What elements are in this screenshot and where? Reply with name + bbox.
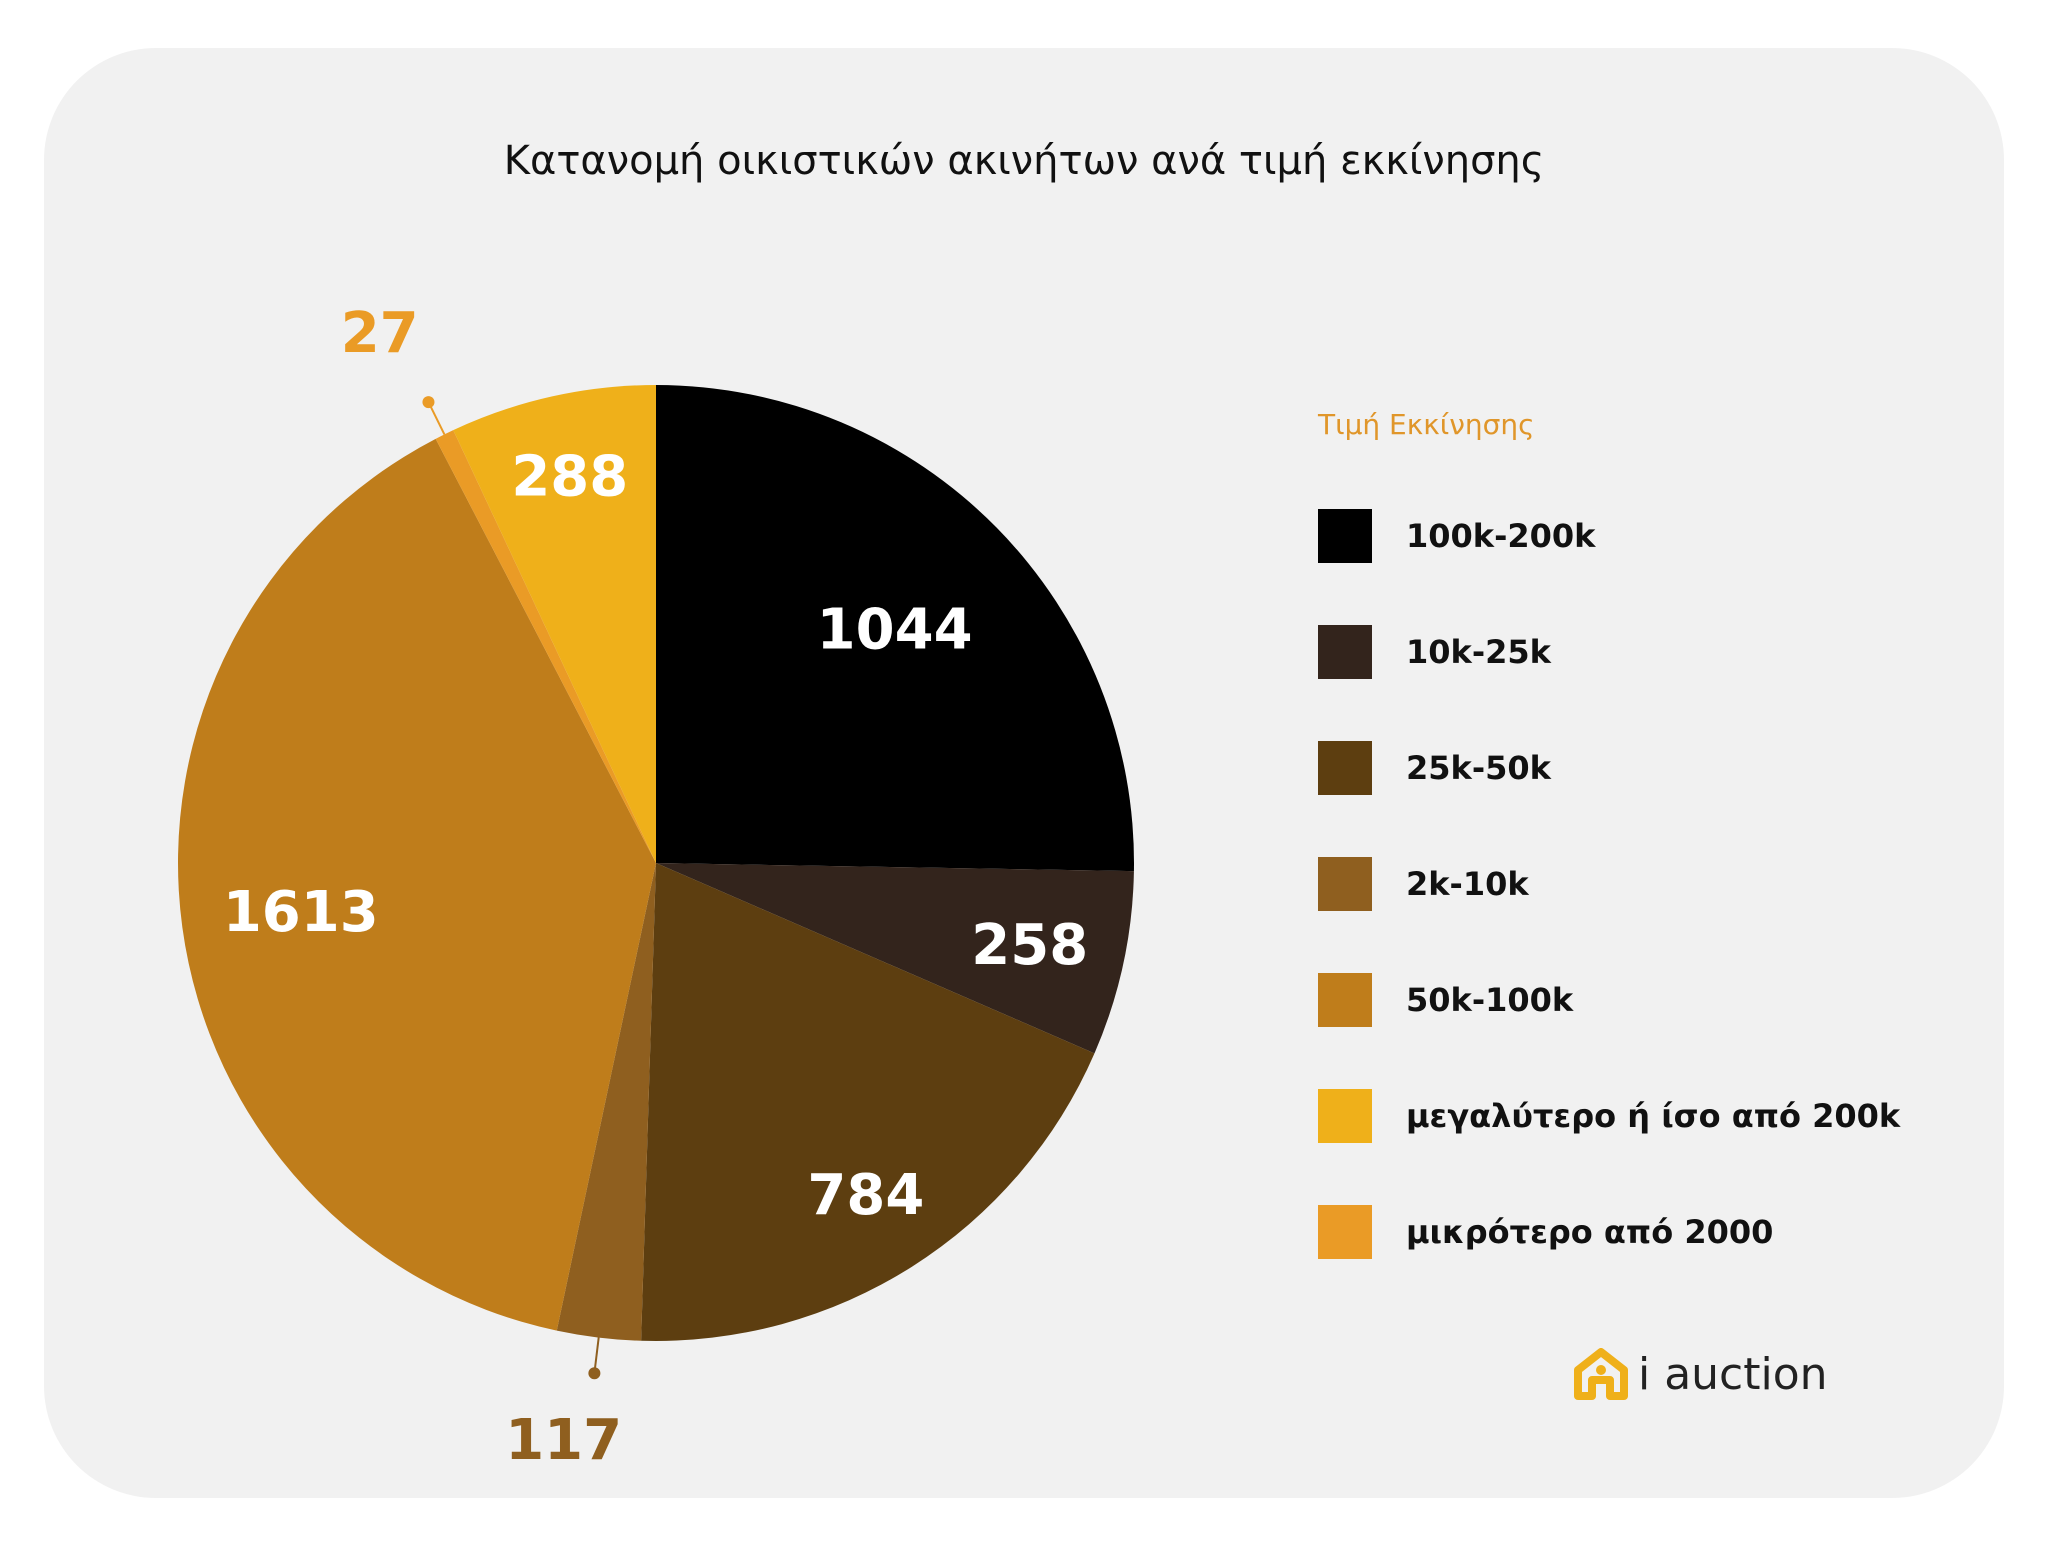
slice-value-label-4: 117 — [505, 1408, 622, 1473]
legend-item-6: μεγαλύτερο ή ίσο από 200k — [1318, 1088, 1900, 1144]
legend-label: μικρότερο από 2000 — [1406, 1213, 1774, 1251]
legend-item-7: μικρότερο από 2000 — [1318, 1204, 1773, 1260]
legend-item-4: 2k-10k — [1318, 856, 1529, 912]
slice-value-label-3: 784 — [807, 1163, 924, 1228]
legend-label: μεγαλύτερο ή ίσο από 200k — [1406, 1097, 1901, 1135]
legend-title: Τιμή Εκκίνησης — [1318, 408, 1535, 441]
legend-label: 2k-10k — [1406, 865, 1529, 903]
legend-label: 10k-25k — [1406, 633, 1551, 671]
legend-swatch — [1318, 857, 1372, 911]
legend-label: 25k-50k — [1406, 749, 1551, 787]
legend-label: 100k-200k — [1406, 517, 1596, 555]
pie-slice-6 — [435, 430, 656, 863]
brand-name: i auction — [1638, 1348, 1828, 1400]
legend-item-3: 25k-50k — [1318, 740, 1551, 796]
legend-swatch — [1318, 1089, 1372, 1143]
leader-dot-4 — [588, 1367, 601, 1380]
legend-swatch — [1318, 509, 1372, 563]
slice-value-label-6: 27 — [341, 301, 419, 366]
slice-value-label-2: 258 — [971, 913, 1088, 978]
legend-swatch — [1318, 625, 1372, 679]
pie-slice-7 — [453, 385, 656, 863]
legend-item-5: 50k-100k — [1318, 972, 1573, 1028]
chart-title: Κατανομή οικιστικών ακινήτων ανά τιμή εκ… — [503, 138, 1545, 184]
slice-value-label-1: 1044 — [817, 597, 973, 662]
slice-value-label-5: 1613 — [223, 880, 379, 945]
pie-slice-2 — [656, 863, 1134, 1054]
pie-slice-5 — [178, 438, 656, 1331]
house-icon — [1574, 1348, 1628, 1400]
leader-dot-6 — [422, 396, 435, 409]
legend-item-1: 100k-200k — [1318, 508, 1595, 564]
legend-swatch — [1318, 1205, 1372, 1259]
legend-item-2: 10k-25k — [1318, 624, 1551, 680]
pie-slice-1 — [656, 385, 1135, 872]
legend-swatch — [1318, 973, 1372, 1027]
leader-line-4 — [593, 1337, 600, 1374]
pie-slice-4 — [556, 863, 656, 1341]
slice-value-label-7: 288 — [511, 445, 628, 510]
brand-logo: i auction — [1574, 1348, 1828, 1400]
pie-slice-3 — [641, 863, 1095, 1341]
legend-swatch — [1318, 741, 1372, 795]
legend-label: 50k-100k — [1406, 981, 1574, 1019]
